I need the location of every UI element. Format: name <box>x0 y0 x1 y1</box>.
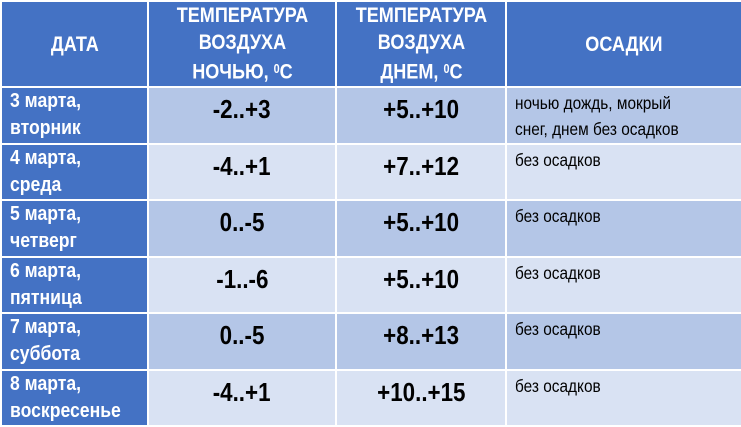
day-temp-cell: +5..+10 <box>335 255 507 314</box>
date-cell: 3 марта, вторник <box>0 86 149 145</box>
night-temp-cell: -4..+1 <box>147 368 337 427</box>
date-cell: 5 марта, четверг <box>0 199 149 258</box>
date-cell: 4 марта, среда <box>0 142 149 201</box>
date-cell: 8 марта, воскресенье <box>0 368 149 427</box>
table-row: 4 марта, среда -4..+1 +7..+12 без осадков <box>0 142 741 201</box>
table-row: 8 марта, воскресенье -4..+1 +10..+15 без оса… <box>0 368 741 427</box>
header-day-temp: ТЕМПЕРАТУРА ВОЗДУХА ДНЕМ, 0С <box>335 0 507 88</box>
precip-cell: без осадков <box>505 312 741 371</box>
precip-cell: без осадков <box>505 255 741 314</box>
night-temp-cell: -4..+1 <box>147 142 337 201</box>
day-temp-cell: +5..+10 <box>335 199 507 258</box>
night-temp-cell: 0..-5 <box>147 312 337 371</box>
day-temp-cell: +8..+13 <box>335 312 507 371</box>
precip-cell: без осадков <box>505 368 741 427</box>
header-date: ДАТА <box>0 0 149 88</box>
precip-cell: без осадков <box>505 199 741 258</box>
night-temp-cell: -1..-6 <box>147 255 337 314</box>
header-row: ДАТА ТЕМПЕРАТУРА ВОЗДУХА НОЧЬЮ, 0С ТЕМПЕРА… <box>0 0 741 88</box>
date-cell: 7 марта, суббота <box>0 312 149 371</box>
table-row: 6 марта, пятница -1..-6 +5..+10 без осадков <box>0 255 741 314</box>
date-cell: 6 марта, пятница <box>0 255 149 314</box>
header-night-temp: ТЕМПЕРАТУРА ВОЗДУХА НОЧЬЮ, 0С <box>147 0 337 88</box>
precip-cell: без осадков <box>505 142 741 201</box>
day-temp-cell: +7..+12 <box>335 142 507 201</box>
table-row: 5 марта, четверг 0..-5 +5..+10 без осадков <box>0 199 741 258</box>
night-temp-cell: -2..+3 <box>147 86 337 145</box>
day-temp-cell: +5..+10 <box>335 86 507 145</box>
precip-cell: ночью дождь, мокрый снег, днем без осадко… <box>505 86 741 145</box>
day-temp-cell: +10..+15 <box>335 368 507 427</box>
table-row: 3 марта, вторник -2..+3 +5..+10 ночью дождь,… <box>0 86 741 145</box>
header-precip: ОСАДКИ <box>505 0 741 88</box>
table-row: 7 марта, суббота 0..-5 +8..+13 без осадков <box>0 312 741 371</box>
night-temp-cell: 0..-5 <box>147 199 337 258</box>
